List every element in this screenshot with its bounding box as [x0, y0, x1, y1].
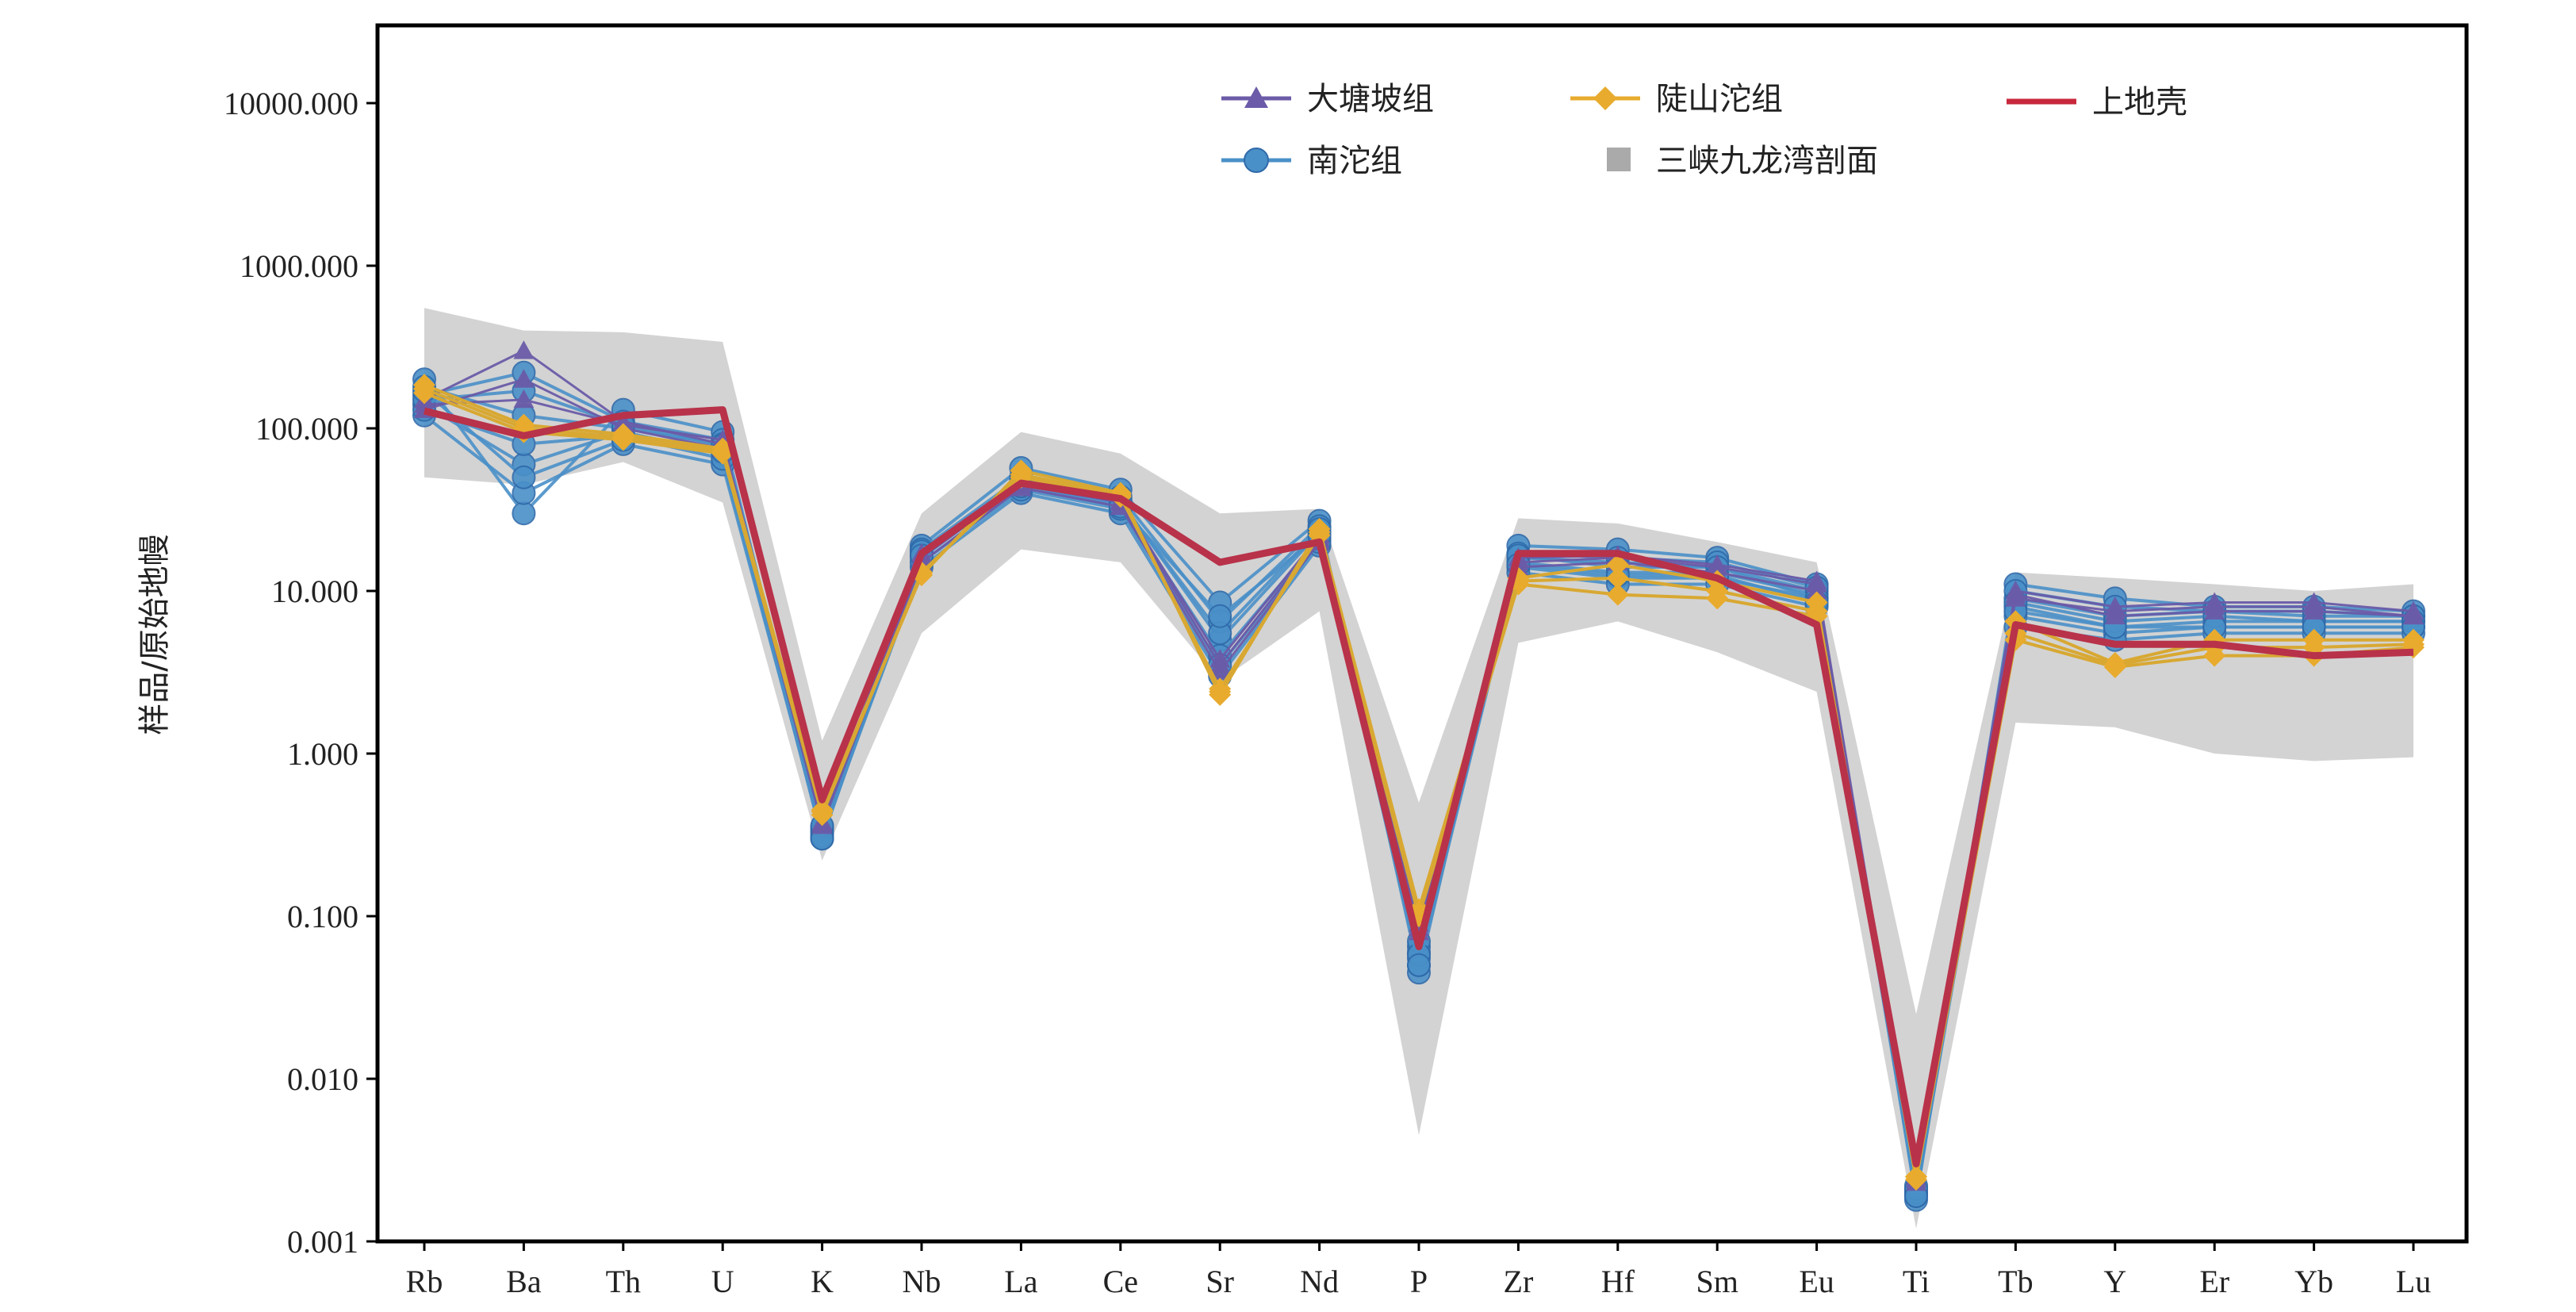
data-point	[513, 389, 535, 409]
data-point	[1208, 604, 1232, 628]
data-point	[1244, 148, 1269, 173]
x-axis: Rb Ba Th U K Nb La Ce Sr Nd P Zr Hf Sm Eu Ti Tb Y Er Yb Lu	[406, 1241, 2431, 1299]
data-point	[1010, 463, 1033, 486]
data-point	[513, 340, 535, 359]
data-point	[2103, 654, 2126, 677]
data-point	[1308, 520, 1331, 543]
legend-label: 南沱组	[1307, 143, 1402, 179]
legend-label: 三峡九龙湾剖面	[1656, 143, 1878, 179]
data-point	[1606, 566, 1629, 589]
x-tick-label: Sr	[1206, 1264, 1234, 1299]
plot-frame	[375, 23, 2469, 1244]
data-point	[1806, 581, 1827, 600]
data-point	[1806, 570, 1827, 589]
x-tick-label: Ce	[1103, 1264, 1138, 1299]
data-point	[1805, 600, 1828, 623]
x-tick-label: Zr	[1504, 1264, 1534, 1299]
y-tick-label: 10.000	[271, 574, 358, 609]
data-point	[1407, 953, 1431, 977]
legend-swatch	[1607, 148, 1631, 171]
data-point	[611, 426, 634, 449]
data-point	[1905, 1165, 1927, 1188]
x-tick-label: Hf	[1601, 1264, 1635, 1299]
data-point	[1606, 583, 1629, 606]
data-point	[2104, 605, 2126, 625]
x-tick-label: Yb	[2294, 1264, 2333, 1299]
legend-item: 陡山沱组	[1570, 81, 1783, 117]
x-tick-label: Tb	[1998, 1264, 2033, 1299]
y-tick-label: 1000.000	[240, 248, 358, 284]
data-point	[1706, 580, 1729, 602]
x-tick-label: Eu	[1799, 1264, 1834, 1299]
x-tick-label: K	[811, 1264, 834, 1299]
legend-item: 上地壳	[2007, 84, 2187, 121]
data-point	[513, 369, 535, 388]
data-point	[2005, 584, 2026, 603]
legend-label: 陡山沱组	[1656, 81, 1783, 117]
y-tick-label: 0.010	[287, 1061, 358, 1097]
x-tick-label: U	[711, 1264, 734, 1299]
legend-item: 大塘坡组	[1221, 81, 1434, 117]
data-point	[1244, 86, 1268, 108]
data-point	[811, 800, 834, 823]
x-tick-label: Nb	[903, 1264, 941, 1299]
legend-label: 大塘坡组	[1307, 81, 1434, 117]
y-tick-label: 1.000	[287, 736, 358, 772]
y-tick-label: 0.100	[287, 899, 358, 934]
data-point	[2204, 600, 2225, 620]
data-point	[1209, 661, 1231, 680]
x-tick-label: Er	[2199, 1264, 2229, 1299]
data-point	[1209, 649, 1231, 668]
x-tick-label: Sm	[1696, 1264, 1738, 1299]
x-tick-label: Rb	[406, 1264, 443, 1299]
data-point	[1707, 554, 1728, 574]
series-layer	[412, 340, 2425, 1212]
x-tick-label: P	[1410, 1264, 1428, 1299]
x-tick-label: La	[1004, 1264, 1037, 1299]
y-tick-label: 10000.000	[224, 86, 358, 121]
x-tick-label: Ba	[506, 1264, 542, 1299]
data-point	[2303, 600, 2325, 620]
x-tick-label: Th	[606, 1264, 641, 1299]
y-axis-label: 样品/原始地幔	[136, 534, 173, 735]
data-point	[512, 465, 536, 489]
y-axis: 0.001 0.010 0.100 1.000 10.000 100.000 1000.00…	[224, 86, 378, 1260]
legend-item: 南沱组	[1221, 143, 1402, 179]
x-tick-label: Nd	[1300, 1264, 1339, 1299]
data-point	[1593, 86, 1617, 110]
legend-item: 三峡九龙湾剖面	[1607, 143, 1878, 179]
data-point	[1606, 553, 1629, 576]
data-point	[1209, 681, 1232, 704]
data-point	[512, 501, 536, 526]
y-tick-label: 0.001	[287, 1224, 358, 1260]
y-tick-label: 100.000	[255, 411, 358, 447]
x-tick-label: Y	[2103, 1264, 2126, 1299]
x-tick-label: Ti	[1903, 1264, 1930, 1299]
series-line	[423, 406, 2414, 1168]
x-tick-label: Lu	[2396, 1264, 2431, 1299]
data-point	[2403, 605, 2424, 625]
legend-label: 上地壳	[2092, 84, 2187, 121]
data-point	[413, 378, 435, 401]
series-ucc-0	[423, 406, 2414, 1168]
